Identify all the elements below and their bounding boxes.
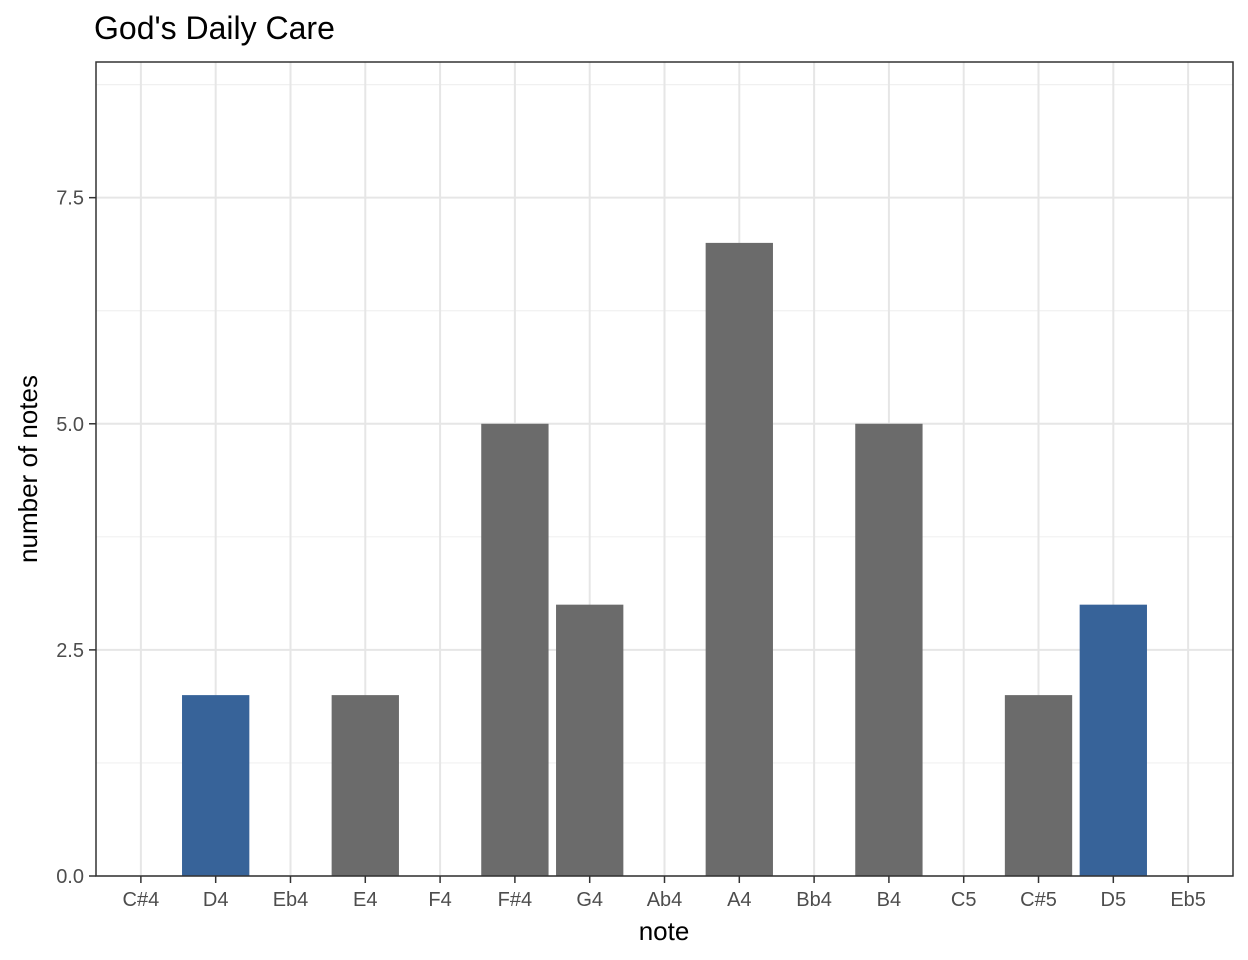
x-tick-label: G4 bbox=[576, 889, 603, 911]
x-axis-title: note bbox=[639, 916, 690, 946]
x-tick-label: D5 bbox=[1101, 889, 1127, 911]
bar-a4 bbox=[705, 242, 773, 876]
x-tick-label: B4 bbox=[877, 889, 901, 911]
x-tick-label: E4 bbox=[353, 889, 377, 911]
x-axis: C#4 D4 Eb4 E4 F4 F#4 G4 Ab4 A4 Bb4 B4 C5 C#5 D5 Eb5 bbox=[123, 876, 1206, 911]
x-tick-label: Bb4 bbox=[796, 889, 832, 911]
y-tick-label: 2.5 bbox=[56, 640, 84, 662]
y-tick-label: 7.5 bbox=[56, 188, 84, 210]
x-tick-label: Eb4 bbox=[273, 889, 309, 911]
x-tick-label: F4 bbox=[428, 889, 451, 911]
bar-c-sharp5 bbox=[1004, 695, 1073, 876]
x-tick-label: Eb5 bbox=[1170, 889, 1206, 911]
x-tick-label: C#4 bbox=[123, 889, 160, 911]
x-tick-label: Ab4 bbox=[647, 889, 683, 911]
bar-e4 bbox=[331, 695, 399, 876]
bar-f-sharp4 bbox=[481, 423, 549, 876]
x-tick-label: F#4 bbox=[498, 889, 532, 911]
chart-title: God's Daily Care bbox=[94, 10, 335, 46]
y-tick-label: 0.0 bbox=[56, 866, 84, 888]
bar-g4 bbox=[556, 604, 624, 876]
y-tick-label: 5.0 bbox=[56, 414, 84, 436]
y-axis-title: number of notes bbox=[13, 375, 43, 563]
x-tick-label: C#5 bbox=[1020, 889, 1057, 911]
x-tick-label: D4 bbox=[203, 889, 229, 911]
x-tick-label: A4 bbox=[727, 889, 751, 911]
y-axis: 0.0 2.5 5.0 7.5 bbox=[56, 188, 96, 888]
bar-d4 bbox=[182, 695, 250, 876]
bar-d5 bbox=[1079, 604, 1147, 876]
bar-b4 bbox=[855, 423, 923, 876]
x-tick-label: C5 bbox=[951, 889, 977, 911]
bars bbox=[182, 242, 1147, 876]
